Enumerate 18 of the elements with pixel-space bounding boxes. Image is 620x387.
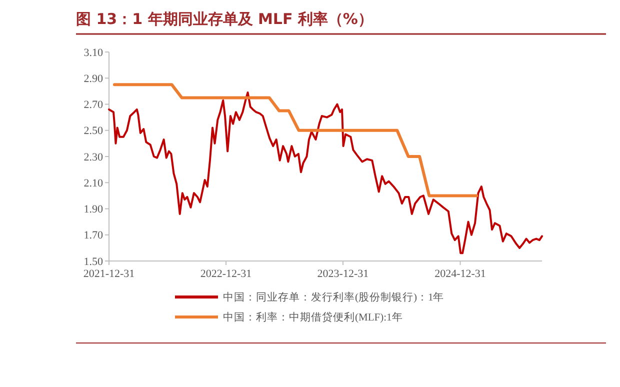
y-tick-label: 1.70 <box>84 230 104 242</box>
y-tick-label: 2.70 <box>84 99 104 112</box>
legend-label: 中国：同业存单：发行利率(股份制银行)：1年 <box>223 290 444 304</box>
chart-title: 图 13：1 年期同业存单及 MLF 利率（%） <box>76 10 373 28</box>
y-tick-label: 2.90 <box>84 72 104 85</box>
y-tick-label: 2.10 <box>84 177 104 190</box>
line-series <box>108 91 543 254</box>
x-tick-label: 2023-12-31 <box>317 268 369 280</box>
y-tick-label: 1.50 <box>84 256 104 268</box>
y-tick-label: 3.10 <box>84 46 104 59</box>
x-tick-label: 2021-12-31 <box>83 268 135 280</box>
line-series <box>112 83 478 198</box>
x-tick-label: 2024-12-31 <box>434 268 486 280</box>
x-tick-label: 2022-12-31 <box>200 268 252 280</box>
y-tick-label: 2.30 <box>84 151 104 164</box>
y-tick-label: 2.50 <box>84 125 104 138</box>
legend-label: 中国：利率：中期借贷便利(MLF):1年 <box>223 310 403 324</box>
y-tick-label: 1.90 <box>84 204 104 216</box>
